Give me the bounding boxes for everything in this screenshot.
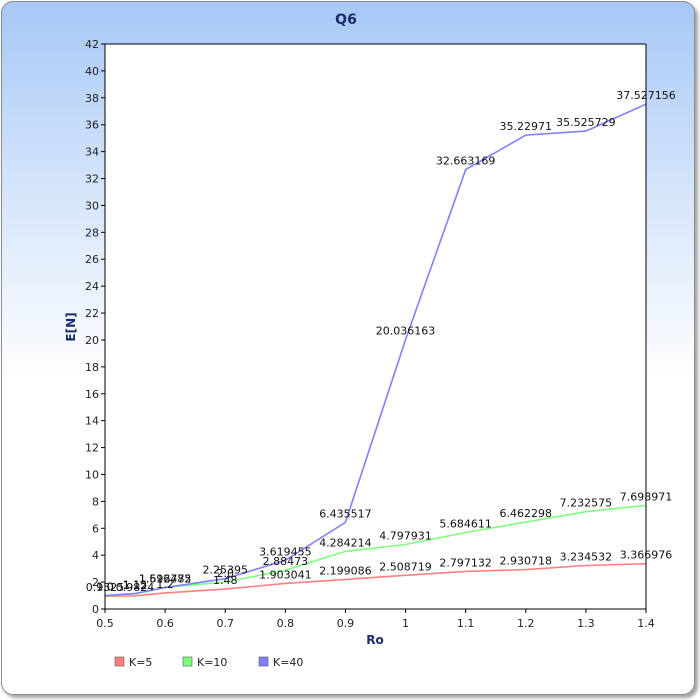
data-label: 3.234532: [560, 550, 613, 563]
x-axis-title: Ro: [366, 633, 383, 647]
series-line-k-40: [104, 103, 647, 597]
y-tick-label: 28: [85, 226, 99, 239]
x-tick-label: 1: [402, 617, 409, 630]
data-label: 7.232575: [560, 497, 613, 510]
legend-swatch: [258, 656, 269, 667]
y-tick-label: 36: [85, 119, 99, 132]
data-label: 2.88473: [263, 555, 309, 568]
y-tick-label: 20: [85, 334, 99, 347]
x-tick-label: 0.5: [96, 617, 114, 630]
x-tick-label: 0.7: [216, 617, 234, 630]
y-tick-label: 14: [85, 415, 99, 428]
data-label: 32.663169: [436, 155, 496, 168]
y-tick-label: 12: [85, 442, 99, 455]
y-tick-label: 24: [85, 280, 99, 293]
x-tick-label: 0.6: [156, 617, 174, 630]
y-tick-label: 10: [85, 468, 99, 481]
y-tick-label: 0: [92, 603, 99, 616]
data-label: 20.036163: [376, 324, 436, 337]
data-label: 1.12: [123, 579, 148, 592]
data-label: 0.9824: [116, 581, 155, 594]
data-label: 2.797132: [439, 556, 492, 569]
legend-swatch: [182, 656, 193, 667]
data-label: 35.525729: [556, 116, 616, 129]
y-tick-label: 26: [85, 253, 99, 266]
y-tick-label: 6: [92, 522, 99, 535]
y-tick-label: 22: [85, 307, 99, 320]
plot-area: [105, 44, 646, 609]
y-tick-label: 34: [85, 146, 99, 159]
legend-label: K=40: [273, 656, 303, 669]
series-line-k-5: [104, 562, 647, 597]
y-tick-label: 40: [85, 65, 99, 78]
x-axis-ticks: 0.5 0.6 0.7 0.8 0.9 1 1.1 1.2 1.3 1.4: [96, 609, 655, 630]
y-tick-label: 18: [85, 361, 99, 374]
y-tick-label: 30: [85, 199, 99, 212]
data-label: 1.48: [213, 574, 238, 587]
chart-title: Q6: [335, 12, 357, 28]
data-label: 6.435517: [319, 507, 372, 520]
y-tick-label: 42: [85, 38, 99, 51]
legend-swatch: [114, 656, 125, 667]
data-label: 2.508719: [379, 560, 432, 573]
data-label: 1.616475: [139, 572, 192, 585]
data-label: 4.797931: [379, 529, 432, 542]
y-tick-label: 4: [92, 549, 99, 562]
data-label: 1.903041: [259, 568, 312, 581]
x-tick-label: 1.4: [637, 617, 655, 630]
data-label: 1.592782: [139, 573, 192, 586]
y-tick-label: 38: [85, 92, 99, 105]
data-label: 2.0: [216, 567, 234, 580]
y-tick-label: 32: [85, 173, 99, 186]
data-label: 1.2: [156, 578, 174, 591]
x-tick-label: 1.3: [577, 617, 595, 630]
data-label: 6.462298: [500, 507, 553, 520]
x-tick-label: 1.2: [517, 617, 535, 630]
y-axis-title: E[N]: [64, 312, 78, 341]
data-label: 5.684611: [439, 518, 492, 531]
data-label: 2.930718: [500, 555, 553, 568]
legend-label: K=5: [129, 656, 152, 669]
y-tick-label: 2: [92, 576, 99, 589]
x-tick-label: 1.1: [457, 617, 475, 630]
y-tick-label: 16: [85, 388, 99, 401]
series-layer: [104, 103, 647, 597]
x-tick-label: 0.9: [337, 617, 355, 630]
data-label: 4.284214: [319, 536, 372, 549]
data-label: 2.199086: [319, 564, 372, 577]
data-label: 1.15: [123, 579, 148, 592]
data-label: 3.619455: [259, 545, 312, 558]
data-label: 2.25395: [202, 564, 248, 577]
legend-label: K=10: [197, 656, 227, 669]
x-tick-label: 0.8: [277, 617, 295, 630]
data-label: 35.22971: [500, 120, 553, 133]
legend: K=5 K=10 K=40: [114, 656, 303, 669]
y-tick-label: 8: [92, 495, 99, 508]
